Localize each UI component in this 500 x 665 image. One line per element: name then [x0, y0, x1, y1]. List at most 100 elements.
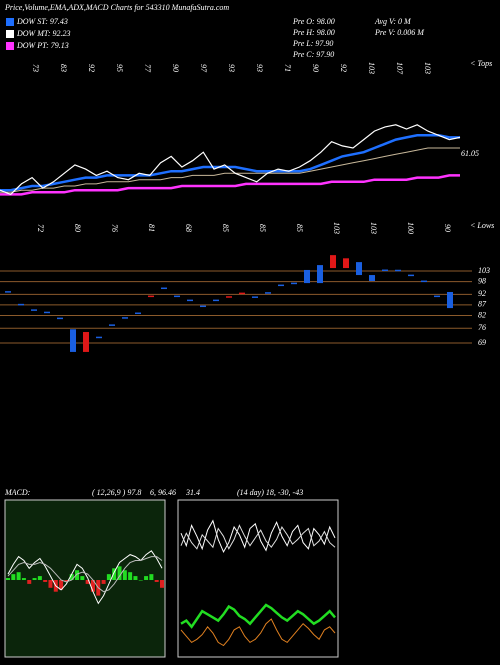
top-label: 90 [311, 64, 320, 72]
candle-body [200, 305, 206, 308]
macd-bar [128, 572, 133, 580]
low-label: 80 [73, 224, 82, 232]
candle-body [239, 292, 245, 295]
macd-bar [144, 576, 149, 580]
page-title: Price,Volume,EMA,ADX,MACD Charts for 543… [4, 3, 229, 12]
stat-label: Avg V: 0 M [374, 17, 412, 26]
candle-body [291, 282, 297, 285]
legend-label: DOW ST: 97.43 [16, 17, 68, 26]
macd-bar [64, 580, 69, 582]
legend-swatch [6, 42, 14, 50]
adx-params: (14 day) 18, -30, -43 [237, 488, 303, 497]
macd-bar [149, 574, 154, 580]
y-tick-label: 103 [478, 266, 490, 275]
macd-bar [27, 580, 32, 584]
top-label: 92 [339, 64, 348, 72]
legend-label: DOW MT: 92.23 [16, 29, 71, 38]
low-label: 103 [332, 222, 341, 234]
adx-label: 31.4 [185, 488, 200, 497]
candle-body [135, 312, 141, 315]
y-tick-label: 69 [478, 338, 486, 347]
stat-label: Pre C: 97.90 [292, 50, 334, 59]
macd-bar [75, 570, 80, 580]
low-label: 85 [258, 224, 267, 232]
candle-body [187, 299, 193, 302]
candle-body [109, 324, 115, 326]
candle-body [421, 280, 427, 283]
candle-body [96, 336, 102, 339]
candle-body [395, 269, 401, 272]
candle-body [44, 311, 50, 314]
macd-bar [122, 570, 127, 580]
macd-bar [37, 576, 42, 580]
low-label: 85 [295, 224, 304, 232]
price-line [0, 134, 460, 192]
macd-bar [80, 576, 85, 580]
candle-body [122, 317, 128, 319]
macd-bar [133, 576, 138, 580]
candle-body [304, 269, 310, 284]
legend-label: DOW PT: 79.13 [16, 41, 69, 50]
macd-bar [43, 580, 48, 582]
macd-params: ( 12,26,9 ) 97.8 [92, 488, 141, 497]
stat-label: Pre L: 97.90 [292, 39, 333, 48]
macd-bar [59, 580, 64, 590]
adx-line [180, 524, 336, 550]
low-label: 68 [184, 224, 193, 232]
stat-label: Pre H: 98.00 [292, 28, 335, 37]
top-label: 107 [395, 62, 404, 75]
low-label: 100 [406, 222, 415, 234]
candle-body [369, 275, 375, 281]
candle-body [278, 284, 284, 287]
y-tick-label: 92 [478, 289, 486, 298]
top-label: 73 [31, 64, 40, 72]
low-label: 72 [36, 224, 45, 232]
macd-line [7, 556, 163, 593]
price-line [0, 174, 460, 196]
macd-bar [6, 578, 10, 580]
macd-panel [4, 499, 166, 658]
top-label: 83 [59, 64, 68, 72]
top-label: 71 [283, 64, 292, 72]
low-label: 76 [110, 224, 119, 232]
adx-line [180, 618, 336, 647]
macd-bar [32, 578, 37, 580]
adx-line [180, 519, 336, 554]
macd-bar [21, 578, 26, 580]
low-label: 103 [369, 222, 378, 234]
candle-body [317, 265, 323, 284]
y-tick-label: 87 [478, 300, 487, 309]
y-tick-label: 76 [478, 323, 486, 332]
candle-body [161, 287, 167, 290]
top-label: 103 [423, 62, 432, 74]
adx-line [180, 603, 336, 629]
candle-body [265, 292, 271, 294]
macd-bar [160, 580, 164, 588]
low-label: 81 [147, 224, 156, 232]
candle-body [174, 295, 180, 298]
macd-bar [138, 580, 143, 581]
macd-bar [101, 580, 106, 584]
top-label: 90 [171, 64, 180, 72]
last-label: 61.05 [461, 149, 479, 158]
stat-label: Pre O: 98.00 [292, 17, 335, 26]
tops-label: < Tops [470, 59, 492, 68]
macd-bar [106, 574, 111, 580]
top-label: 93 [227, 64, 236, 72]
macd-bar [85, 580, 90, 584]
lows-label: < Lows [470, 221, 494, 230]
low-label: 90 [443, 224, 452, 232]
candle-body [330, 255, 336, 269]
top-label: 92 [87, 64, 96, 72]
legend-swatch [6, 18, 14, 26]
macd-bar [16, 572, 21, 580]
candle-body [213, 299, 219, 302]
candle-body [31, 309, 37, 311]
macd-bar [69, 574, 74, 580]
top-label: 77 [143, 64, 152, 73]
top-label: 95 [115, 64, 124, 72]
top-label: 97 [199, 64, 208, 73]
candle-body [226, 296, 232, 298]
y-tick-label: 98 [478, 276, 486, 285]
